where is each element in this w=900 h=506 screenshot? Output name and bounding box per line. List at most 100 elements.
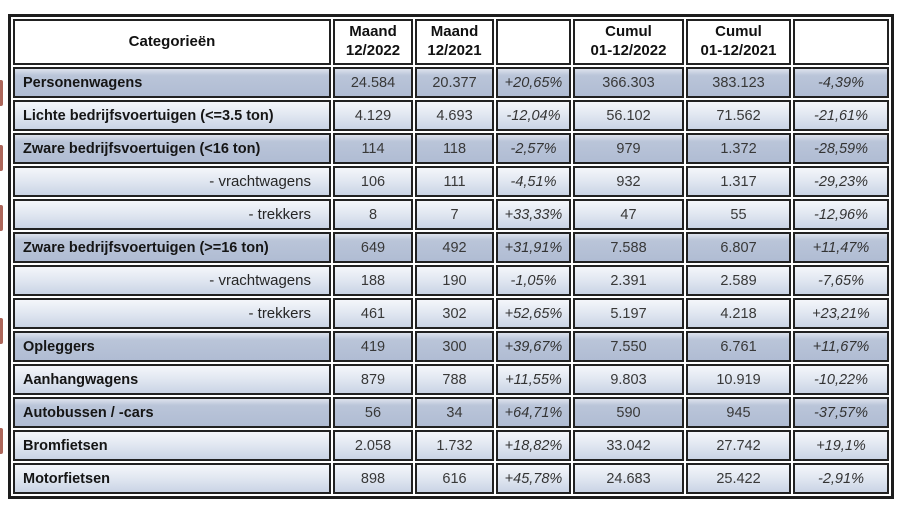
column-header-line2: 01-12/2021 (700, 42, 777, 59)
percent-cell-cumul: -7,65% (793, 265, 889, 296)
percent-cell-cumul: -4,39% (793, 67, 889, 98)
value-cell-month-2021: 7 (415, 199, 494, 230)
page-edge-artifact (0, 205, 3, 231)
value-cell-cumul-2022: 47 (573, 199, 684, 230)
value-cell-month-2021: 1.732 (415, 430, 494, 461)
table-row: - vrachtwagens 106 111 -4,51% 932 1.317 … (13, 166, 889, 197)
column-header-month-percent (496, 19, 571, 65)
category-cell: Motorfietsen (13, 463, 331, 494)
value-cell-cumul-2022: 932 (573, 166, 684, 197)
category-cell: Zware bedrijfsvoertuigen (<16 ton) (13, 133, 331, 164)
percent-cell-cumul: +23,21% (793, 298, 889, 329)
category-cell: - vrachtwagens (13, 265, 331, 296)
column-header-line2: 12/2022 (345, 42, 401, 59)
table-row: Zware bedrijfsvoertuigen (>=16 ton) 649 … (13, 232, 889, 263)
value-cell-month-2022: 461 (333, 298, 413, 329)
value-cell-cumul-2021: 1.317 (686, 166, 791, 197)
percent-cell-month: +52,65% (496, 298, 571, 329)
percent-cell-month: +11,55% (496, 364, 571, 395)
table-row: Aanhangwagens 879 788 +11,55% 9.803 10.9… (13, 364, 889, 395)
table-row: Lichte bedrijfsvoertuigen (<=3.5 ton) 4.… (13, 100, 889, 131)
value-cell-cumul-2021: 55 (686, 199, 791, 230)
value-cell-cumul-2021: 945 (686, 397, 791, 428)
category-cell: Personenwagens (13, 67, 331, 98)
category-cell: Lichte bedrijfsvoertuigen (<=3.5 ton) (13, 100, 331, 131)
table-row: - trekkers 8 7 +33,33% 47 55 -12,96% (13, 199, 889, 230)
value-cell-month-2022: 419 (333, 331, 413, 362)
value-cell-cumul-2022: 366.303 (573, 67, 684, 98)
percent-cell-month: -4,51% (496, 166, 571, 197)
category-cell: Zware bedrijfsvoertuigen (>=16 ton) (13, 232, 331, 263)
value-cell-month-2022: 24.584 (333, 67, 413, 98)
table-row: - vrachtwagens 188 190 -1,05% 2.391 2.58… (13, 265, 889, 296)
page-edge-artifact (0, 145, 3, 171)
value-cell-month-2022: 2.058 (333, 430, 413, 461)
value-cell-month-2021: 4.693 (415, 100, 494, 131)
category-cell: - trekkers (13, 199, 331, 230)
percent-cell-cumul: -12,96% (793, 199, 889, 230)
percent-cell-cumul: -2,91% (793, 463, 889, 494)
value-cell-month-2022: 898 (333, 463, 413, 494)
value-cell-month-2021: 616 (415, 463, 494, 494)
value-cell-month-2022: 649 (333, 232, 413, 263)
column-header-maand-2021: Maand 12/2021 (415, 19, 494, 65)
table-row: Personenwagens 24.584 20.377 +20,65% 366… (13, 67, 889, 98)
percent-cell-month: +18,82% (496, 430, 571, 461)
value-cell-cumul-2022: 7.550 (573, 331, 684, 362)
column-header-cumul-percent (793, 19, 889, 65)
value-cell-cumul-2022: 590 (573, 397, 684, 428)
value-cell-month-2021: 20.377 (415, 67, 494, 98)
percent-cell-month: +20,65% (496, 67, 571, 98)
percent-cell-cumul: -28,59% (793, 133, 889, 164)
category-cell: Opleggers (13, 331, 331, 362)
table-row: Zware bedrijfsvoertuigen (<16 ton) 114 1… (13, 133, 889, 164)
value-cell-cumul-2021: 6.761 (686, 331, 791, 362)
column-header-line2: 12/2021 (427, 42, 482, 59)
table-body: Personenwagens 24.584 20.377 +20,65% 366… (13, 67, 889, 494)
value-cell-month-2021: 788 (415, 364, 494, 395)
value-cell-cumul-2022: 9.803 (573, 364, 684, 395)
value-cell-month-2021: 300 (415, 331, 494, 362)
value-cell-cumul-2021: 2.589 (686, 265, 791, 296)
value-cell-cumul-2022: 2.391 (573, 265, 684, 296)
value-cell-month-2022: 188 (333, 265, 413, 296)
page-edge-artifact (0, 428, 3, 454)
value-cell-cumul-2022: 7.588 (573, 232, 684, 263)
value-cell-cumul-2022: 24.683 (573, 463, 684, 494)
percent-cell-cumul: +19,1% (793, 430, 889, 461)
value-cell-month-2021: 302 (415, 298, 494, 329)
column-header-line1: Cumul (715, 23, 762, 41)
value-cell-month-2022: 114 (333, 133, 413, 164)
category-cell: Bromfietsen (13, 430, 331, 461)
percent-cell-month: +39,67% (496, 331, 571, 362)
value-cell-cumul-2022: 5.197 (573, 298, 684, 329)
column-header-line1: Maand (349, 23, 397, 41)
value-cell-cumul-2021: 383.123 (686, 67, 791, 98)
value-cell-cumul-2021: 27.742 (686, 430, 791, 461)
percent-cell-cumul: -29,23% (793, 166, 889, 197)
value-cell-month-2021: 190 (415, 265, 494, 296)
value-cell-cumul-2021: 25.422 (686, 463, 791, 494)
value-cell-month-2021: 492 (415, 232, 494, 263)
table-row: - trekkers 461 302 +52,65% 5.197 4.218 +… (13, 298, 889, 329)
percent-cell-cumul: -37,57% (793, 397, 889, 428)
value-cell-cumul-2022: 56.102 (573, 100, 684, 131)
category-cell: - vrachtwagens (13, 166, 331, 197)
percent-cell-cumul: +11,67% (793, 331, 889, 362)
column-header-label: Categorieën (128, 32, 216, 50)
value-cell-month-2022: 4.129 (333, 100, 413, 131)
column-header-line1: Cumul (605, 23, 652, 41)
category-cell: Autobussen / -cars (13, 397, 331, 428)
column-header-categorieen: Categorieën (13, 19, 331, 65)
value-cell-cumul-2021: 10.919 (686, 364, 791, 395)
value-cell-cumul-2022: 33.042 (573, 430, 684, 461)
vehicle-registrations-table-wrap: Categorieën Maand 12/2022 Maand 12/2021 … (8, 14, 894, 499)
category-cell: - trekkers (13, 298, 331, 329)
percent-cell-cumul: -21,61% (793, 100, 889, 131)
percent-cell-month: -2,57% (496, 133, 571, 164)
percent-cell-month: +31,91% (496, 232, 571, 263)
value-cell-month-2021: 118 (415, 133, 494, 164)
value-cell-cumul-2022: 979 (573, 133, 684, 164)
value-cell-cumul-2021: 6.807 (686, 232, 791, 263)
